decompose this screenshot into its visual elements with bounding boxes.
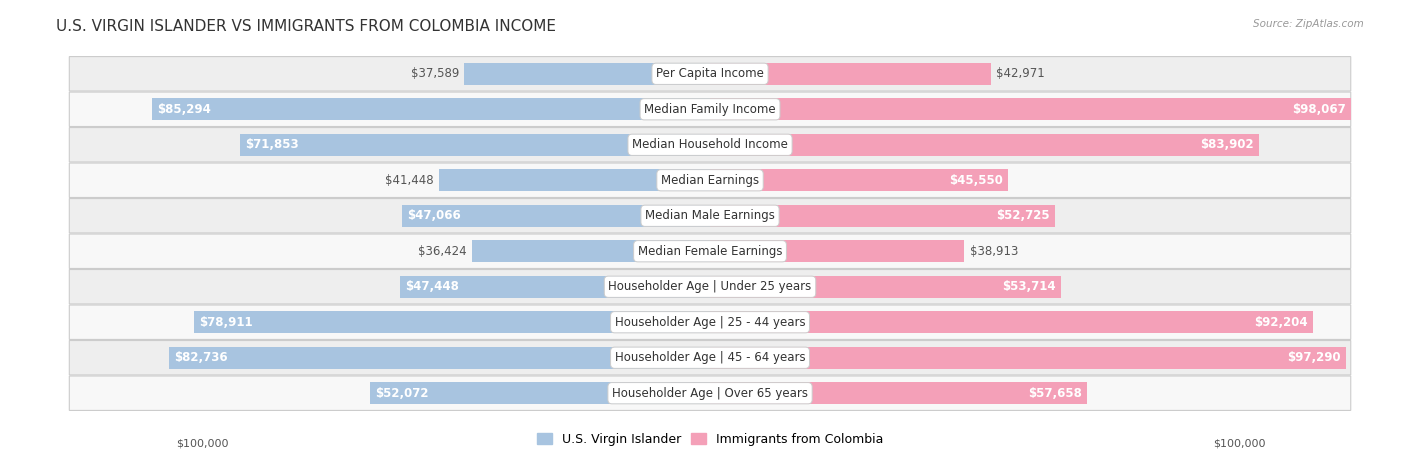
Text: $71,853: $71,853: [246, 138, 299, 151]
Text: $98,067: $98,067: [1292, 103, 1346, 116]
FancyBboxPatch shape: [69, 92, 1351, 127]
FancyBboxPatch shape: [710, 311, 1313, 333]
Text: $42,971: $42,971: [997, 67, 1045, 80]
Text: $92,204: $92,204: [1254, 316, 1308, 329]
Text: $57,658: $57,658: [1028, 387, 1081, 400]
FancyBboxPatch shape: [69, 269, 1351, 304]
Text: Householder Age | Under 25 years: Householder Age | Under 25 years: [609, 280, 811, 293]
FancyBboxPatch shape: [472, 240, 710, 262]
Text: $100,000: $100,000: [176, 439, 228, 449]
Text: U.S. VIRGIN ISLANDER VS IMMIGRANTS FROM COLOMBIA INCOME: U.S. VIRGIN ISLANDER VS IMMIGRANTS FROM …: [56, 19, 557, 34]
Text: Householder Age | 45 - 64 years: Householder Age | 45 - 64 years: [614, 351, 806, 364]
Text: $53,714: $53,714: [1002, 280, 1056, 293]
FancyBboxPatch shape: [710, 276, 1062, 298]
FancyBboxPatch shape: [69, 198, 1351, 233]
FancyBboxPatch shape: [710, 98, 1351, 120]
FancyBboxPatch shape: [194, 311, 710, 333]
Text: Source: ZipAtlas.com: Source: ZipAtlas.com: [1253, 19, 1364, 28]
FancyBboxPatch shape: [710, 205, 1054, 227]
Text: $78,911: $78,911: [200, 316, 253, 329]
Text: $45,550: $45,550: [949, 174, 1002, 187]
Text: $52,072: $52,072: [375, 387, 429, 400]
Text: Per Capita Income: Per Capita Income: [657, 67, 763, 80]
Legend: U.S. Virgin Islander, Immigrants from Colombia: U.S. Virgin Islander, Immigrants from Co…: [531, 428, 889, 451]
FancyBboxPatch shape: [710, 169, 1008, 191]
FancyBboxPatch shape: [69, 305, 1351, 340]
Text: $97,290: $97,290: [1288, 351, 1341, 364]
FancyBboxPatch shape: [69, 376, 1351, 410]
FancyBboxPatch shape: [69, 57, 1351, 91]
FancyBboxPatch shape: [399, 276, 710, 298]
FancyBboxPatch shape: [710, 63, 991, 85]
Text: Median Female Earnings: Median Female Earnings: [638, 245, 782, 258]
Text: Householder Age | Over 65 years: Householder Age | Over 65 years: [612, 387, 808, 400]
Text: $38,913: $38,913: [970, 245, 1018, 258]
FancyBboxPatch shape: [69, 127, 1351, 162]
FancyBboxPatch shape: [710, 134, 1258, 156]
Text: Householder Age | 25 - 44 years: Householder Age | 25 - 44 years: [614, 316, 806, 329]
Text: $41,448: $41,448: [385, 174, 434, 187]
Text: $37,589: $37,589: [411, 67, 458, 80]
FancyBboxPatch shape: [710, 347, 1346, 369]
Text: $83,902: $83,902: [1199, 138, 1253, 151]
Text: $36,424: $36,424: [418, 245, 467, 258]
FancyBboxPatch shape: [69, 340, 1351, 375]
Text: $52,725: $52,725: [995, 209, 1049, 222]
FancyBboxPatch shape: [240, 134, 710, 156]
FancyBboxPatch shape: [402, 205, 710, 227]
FancyBboxPatch shape: [152, 98, 710, 120]
FancyBboxPatch shape: [69, 163, 1351, 198]
Text: $85,294: $85,294: [157, 103, 211, 116]
FancyBboxPatch shape: [439, 169, 710, 191]
Text: $47,066: $47,066: [408, 209, 461, 222]
Text: Median Family Income: Median Family Income: [644, 103, 776, 116]
FancyBboxPatch shape: [710, 382, 1087, 404]
FancyBboxPatch shape: [464, 63, 710, 85]
Text: $47,448: $47,448: [405, 280, 458, 293]
Text: Median Earnings: Median Earnings: [661, 174, 759, 187]
FancyBboxPatch shape: [370, 382, 710, 404]
Text: $82,736: $82,736: [174, 351, 228, 364]
Text: Median Male Earnings: Median Male Earnings: [645, 209, 775, 222]
FancyBboxPatch shape: [169, 347, 710, 369]
FancyBboxPatch shape: [710, 240, 965, 262]
Text: Median Household Income: Median Household Income: [633, 138, 787, 151]
FancyBboxPatch shape: [69, 234, 1351, 269]
Text: $100,000: $100,000: [1213, 439, 1265, 449]
